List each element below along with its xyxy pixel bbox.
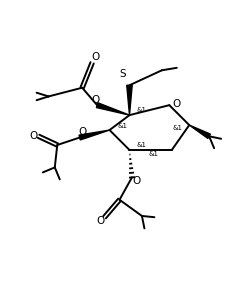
Text: O: O <box>78 127 86 137</box>
Text: &1: &1 <box>136 142 146 148</box>
Text: O: O <box>29 131 37 141</box>
Text: &1: &1 <box>136 107 146 113</box>
Polygon shape <box>96 103 129 115</box>
Text: &1: &1 <box>148 151 158 157</box>
Text: O: O <box>96 216 104 226</box>
Text: &1: &1 <box>117 123 127 129</box>
Text: O: O <box>92 52 100 62</box>
Polygon shape <box>127 85 132 115</box>
Text: O: O <box>133 176 141 186</box>
Polygon shape <box>189 125 210 138</box>
Text: S: S <box>120 69 126 79</box>
Text: O: O <box>173 99 181 109</box>
Text: &1: &1 <box>172 125 182 130</box>
Text: O: O <box>91 95 99 105</box>
Polygon shape <box>79 130 110 140</box>
